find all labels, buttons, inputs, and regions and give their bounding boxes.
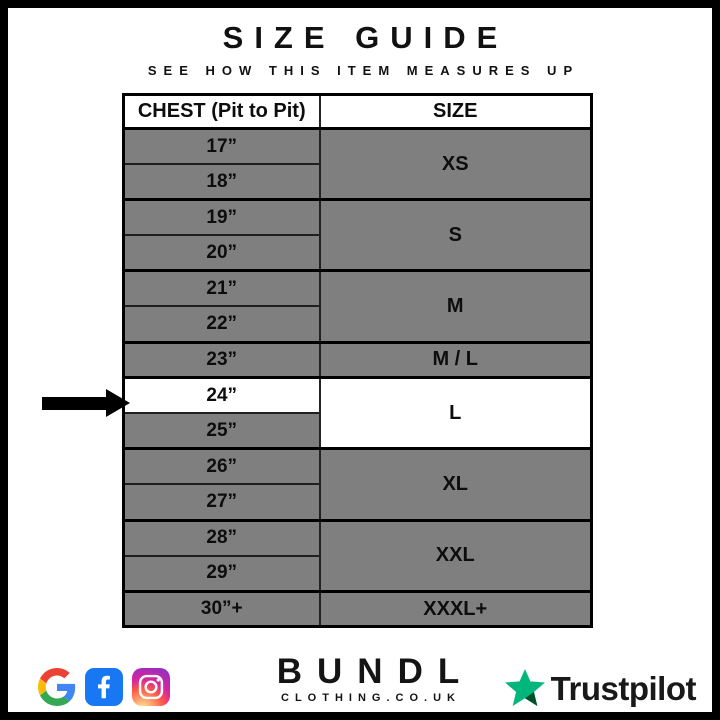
size-cell: M / L xyxy=(319,340,592,378)
chest-measurement-cell: 29” xyxy=(123,554,321,592)
brand-name: BUNDL xyxy=(276,652,475,691)
trustpilot-label: Trustpilot xyxy=(550,670,697,707)
arrow-head xyxy=(106,389,130,417)
page-title: SIZE GUIDE xyxy=(222,20,509,55)
table-row: 26” XL xyxy=(123,447,592,521)
chest-measurement-cell: 21” xyxy=(123,269,321,307)
table-row: 17” XS xyxy=(123,126,592,200)
brand-domain: CLOTHING.CO.UK xyxy=(281,692,461,704)
instagram-icon[interactable] xyxy=(132,668,170,706)
table-row: 24” L xyxy=(123,376,592,449)
size-table-body: 17” XS 18” 19” S 20” 21” M 22” 23” M / L 24” L 25” 26”… xyxy=(123,126,592,627)
chest-measurement-cell: 27” xyxy=(123,483,321,521)
size-table: CHEST (Pit to Pit) SIZE 17” XS 18” 19” S 20” 2… xyxy=(122,93,593,629)
size-cell: L xyxy=(319,376,592,449)
trustpilot-star-icon xyxy=(504,669,545,706)
table-row: 27” xyxy=(123,483,592,521)
table-row: 21” M xyxy=(123,269,592,343)
size-column-header: SIZE xyxy=(318,94,592,130)
chest-measurement-cell: 18” xyxy=(123,163,321,200)
table-row: 22” xyxy=(123,305,592,343)
size-cell: XXL xyxy=(319,518,592,592)
size-cell: XS xyxy=(319,126,592,200)
size-cell: XL xyxy=(319,447,592,521)
page-subtitle: SEE HOW THIS ITEM MEASURES UP xyxy=(147,63,580,78)
table-row: 18” xyxy=(123,163,592,200)
table-header-row: CHEST (Pit to Pit) SIZE xyxy=(123,94,592,130)
table-row: 28” XXL xyxy=(123,518,592,592)
chest-measurement-cell: 23” xyxy=(123,340,321,378)
social-icons xyxy=(38,668,170,706)
size-table-container: CHEST (Pit to Pit) SIZE 17” XS 18” 19” S 20” 2… xyxy=(122,93,593,629)
chest-column-header: CHEST (Pit to Pit) xyxy=(123,94,320,130)
chest-measurement-cell: 26” xyxy=(123,447,321,485)
chest-measurement-cell: 22” xyxy=(123,305,321,343)
chest-measurement-cell: 30”+ xyxy=(123,589,321,627)
chest-measurement-cell: 19” xyxy=(123,198,321,236)
table-row: 20” xyxy=(123,234,592,271)
size-cell: M xyxy=(319,269,592,343)
selected-row-arrow-icon xyxy=(42,389,130,417)
arrow-body xyxy=(42,396,106,410)
table-row: 19” S xyxy=(123,198,592,271)
size-cell: XXXL+ xyxy=(319,589,592,627)
chest-measurement-cell: 24” xyxy=(123,376,321,414)
chest-measurement-cell: 28” xyxy=(123,518,321,556)
chest-measurement-cell: 20” xyxy=(123,234,321,271)
brand-logo: BUNDL CLOTHING.CO.UK xyxy=(8,652,720,705)
google-icon[interactable] xyxy=(38,668,76,706)
chest-measurement-cell: 17” xyxy=(123,127,321,165)
table-row: 29” xyxy=(123,554,592,592)
facebook-icon[interactable] xyxy=(85,668,123,706)
table-row: 25” xyxy=(123,412,592,449)
table-row: 30”+ XXXL+ xyxy=(123,589,592,627)
table-row: 23” M / L xyxy=(123,340,592,378)
size-cell: S xyxy=(319,198,592,271)
chest-measurement-cell: 25” xyxy=(123,412,321,449)
trustpilot-logo[interactable]: Trustpilot xyxy=(504,668,697,710)
